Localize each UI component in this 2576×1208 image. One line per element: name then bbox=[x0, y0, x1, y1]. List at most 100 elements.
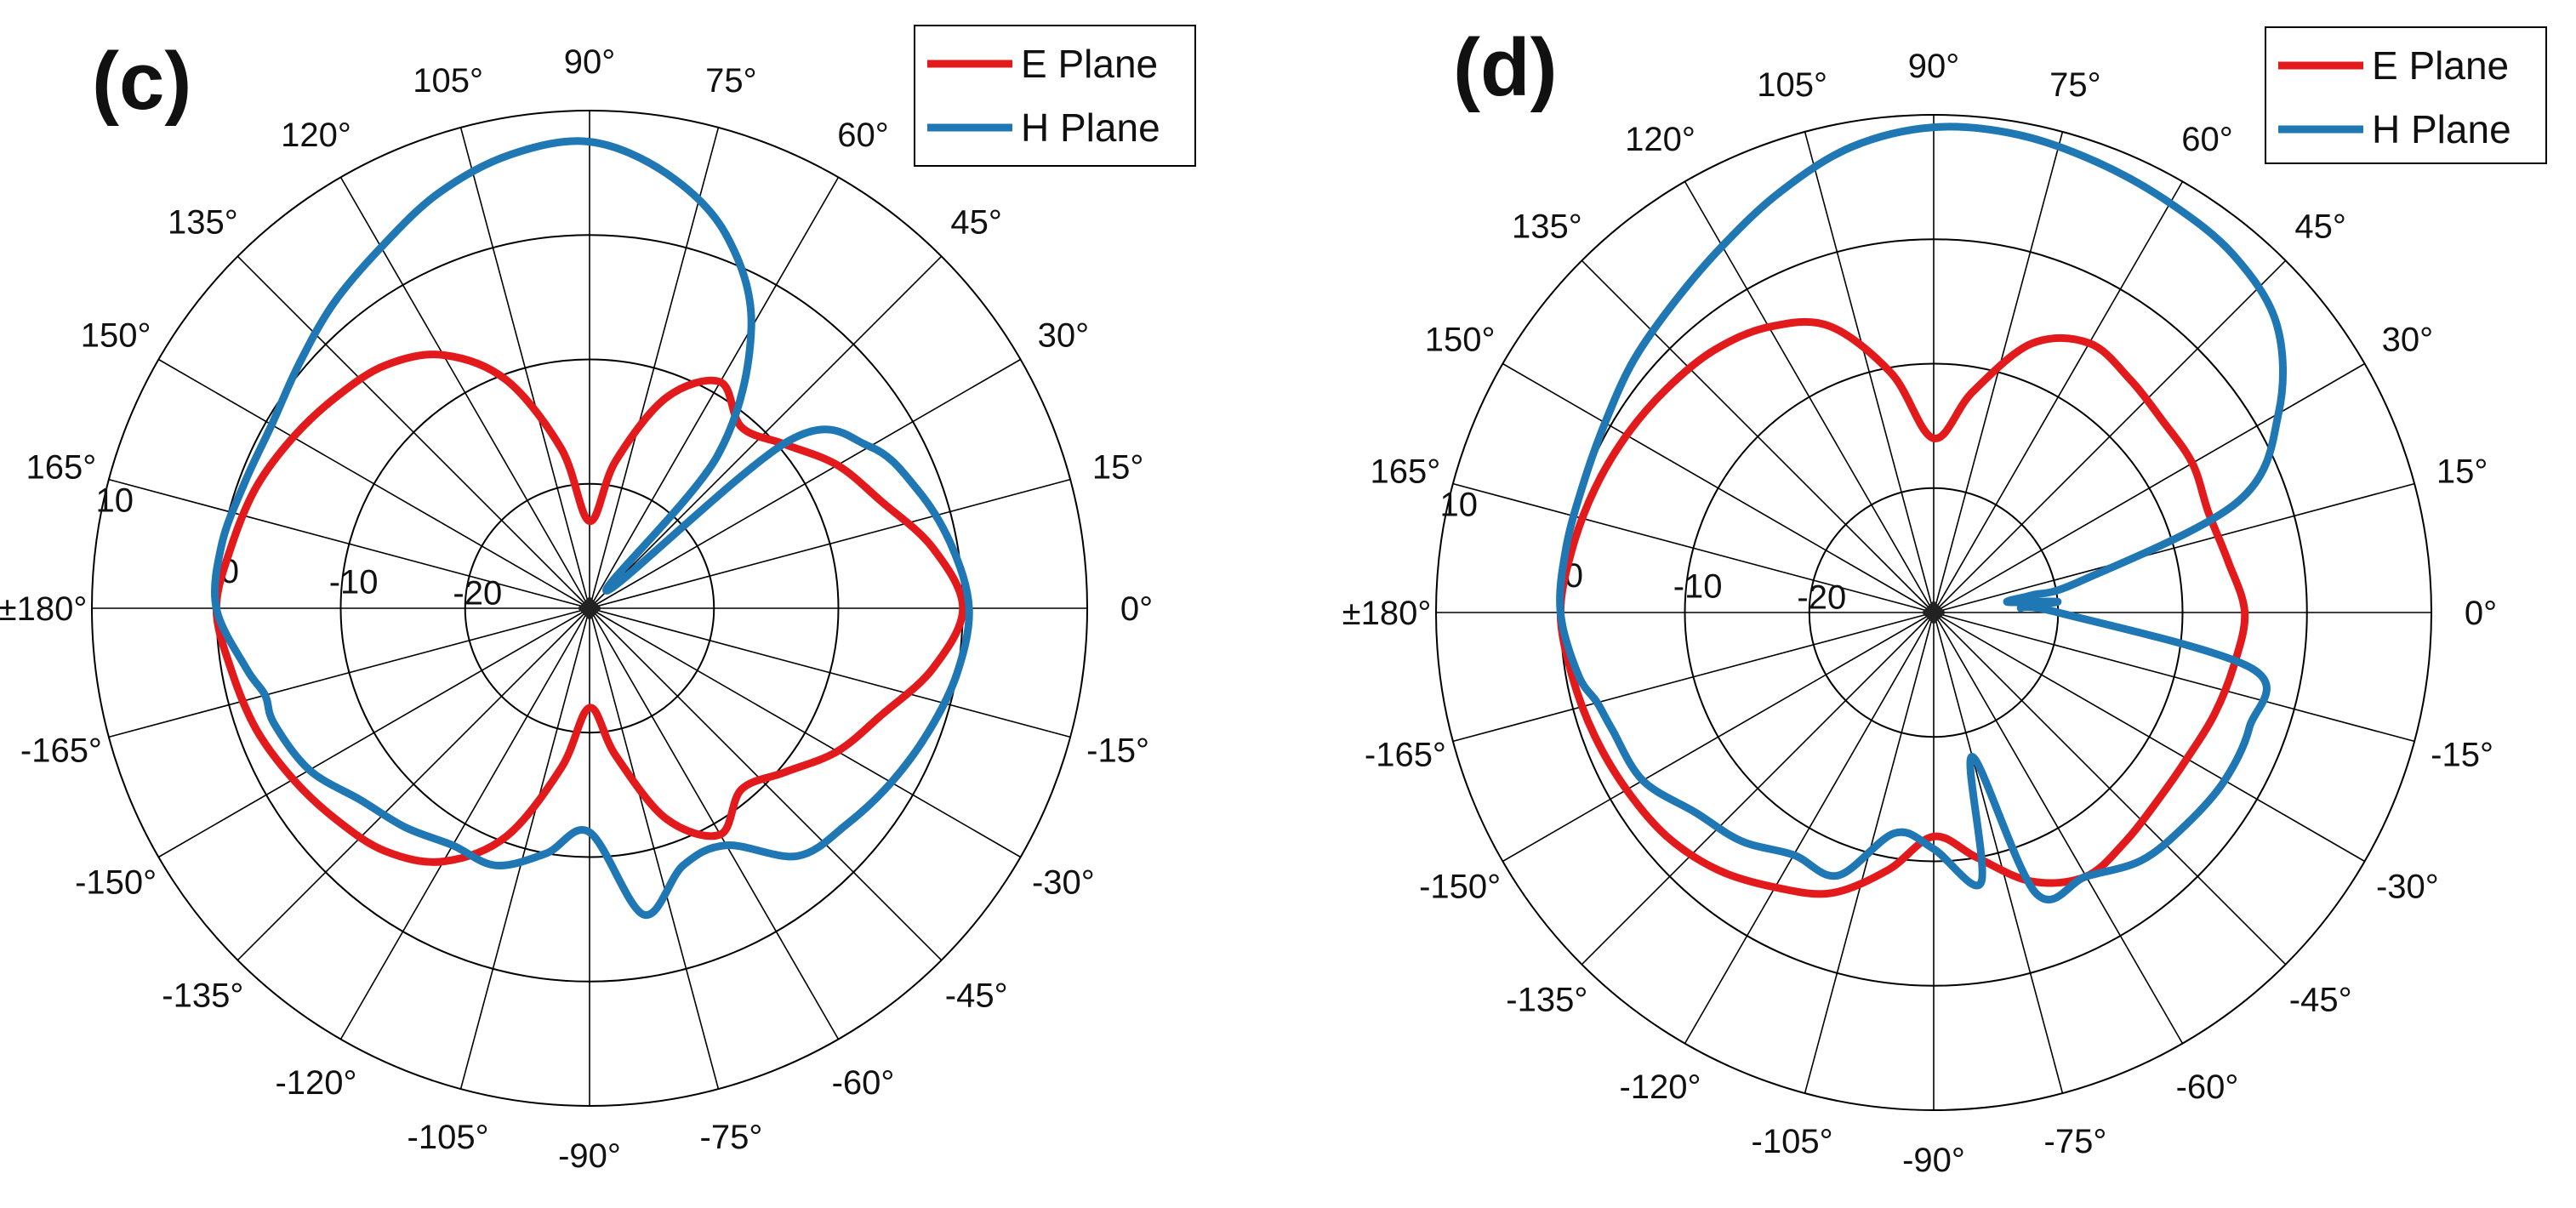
angular-grid-line bbox=[1804, 131, 1935, 613]
angle-tick-label: 45° bbox=[950, 203, 1002, 241]
angular-grid-line bbox=[1933, 612, 2287, 966]
angle-tick-label: -135° bbox=[1506, 982, 1587, 1019]
panel-label: (d) bbox=[1453, 22, 1558, 113]
angle-tick-label: 120° bbox=[281, 117, 351, 154]
legend-entry-label: H Plane bbox=[2372, 107, 2511, 151]
angular-grid-line bbox=[1502, 612, 1935, 863]
angular-grid-line bbox=[589, 607, 720, 1090]
angle-tick-label: -60° bbox=[2176, 1068, 2239, 1106]
angular-grid-line bbox=[589, 358, 1022, 609]
angular-grid-line bbox=[1933, 612, 2366, 863]
angle-tick-label: -165° bbox=[20, 732, 102, 769]
angle-tick-label: -150° bbox=[1419, 869, 1501, 906]
angular-grid-line bbox=[1502, 362, 1935, 613]
radial-tick-label: 10 bbox=[96, 481, 134, 519]
angular-grid-line bbox=[459, 127, 590, 609]
angle-tick-label: -90° bbox=[1902, 1142, 1965, 1179]
angular-grid-line bbox=[589, 255, 943, 609]
angular-grid-line bbox=[1933, 612, 2415, 743]
angular-grid-line bbox=[1933, 482, 2415, 613]
radial-tick-label: 10 bbox=[1440, 486, 1479, 523]
angle-tick-label: ±180° bbox=[1342, 595, 1432, 632]
radial-tick-label: -20 bbox=[453, 574, 502, 612]
angular-grid-line bbox=[1452, 482, 1935, 613]
angle-tick-label: 60° bbox=[837, 117, 889, 154]
angle-tick-label: 150° bbox=[81, 317, 151, 355]
angle-tick-label: -75° bbox=[2044, 1123, 2107, 1160]
angle-tick-label: -120° bbox=[275, 1064, 356, 1102]
angle-tick-label: -105° bbox=[407, 1119, 489, 1156]
angle-tick-label: 75° bbox=[705, 62, 757, 100]
angle-tick-label: -150° bbox=[75, 864, 157, 902]
angle-tick-label: 90° bbox=[564, 43, 616, 81]
angle-tick-label: -90° bbox=[558, 1137, 621, 1175]
angle-tick-label: 0° bbox=[2465, 595, 2497, 632]
legend-box bbox=[914, 25, 1196, 167]
angle-tick-label: 90° bbox=[1908, 48, 1960, 85]
legend-entry-label: E Plane bbox=[2372, 43, 2509, 88]
legend: E Plane H Plane bbox=[914, 25, 1196, 167]
legend-entry-label: H Plane bbox=[1021, 105, 1160, 150]
angle-tick-label: 105° bbox=[413, 62, 483, 100]
angle-tick-label: 135° bbox=[1512, 208, 1582, 245]
angle-tick-label: 15° bbox=[2436, 453, 2488, 491]
angle-tick-label: 15° bbox=[1092, 449, 1144, 487]
radial-tick-label: -10 bbox=[329, 564, 379, 601]
angle-tick-label: 30° bbox=[2382, 322, 2434, 359]
angle-tick-label: -30° bbox=[2376, 869, 2439, 906]
angle-tick-label: -30° bbox=[1032, 864, 1095, 902]
angular-grid-line bbox=[1933, 612, 2064, 1094]
angle-tick-label: 120° bbox=[1625, 121, 1695, 158]
angular-grid-line bbox=[1684, 180, 1935, 613]
angular-grid-line bbox=[237, 607, 590, 961]
angular-grid-line bbox=[339, 176, 590, 609]
series-line-h-plane bbox=[1556, 123, 2288, 903]
angular-grid-line bbox=[1581, 259, 1935, 613]
angular-grid-line bbox=[589, 607, 943, 961]
angular-grid-line bbox=[339, 607, 590, 1040]
angle-tick-label: 105° bbox=[1757, 66, 1827, 104]
angular-grid-line bbox=[1933, 259, 2287, 613]
angle-tick-label: -165° bbox=[1365, 736, 1446, 773]
angular-grid-line bbox=[589, 607, 1071, 738]
angular-grid-line bbox=[459, 607, 590, 1090]
angle-tick-label: 75° bbox=[2049, 66, 2101, 104]
angular-grid-line bbox=[108, 607, 590, 738]
angular-grid-line bbox=[1933, 362, 2366, 613]
angular-grid-line bbox=[157, 607, 590, 858]
angle-tick-label: -75° bbox=[700, 1119, 763, 1156]
angle-tick-label: 0° bbox=[1120, 590, 1153, 628]
angle-tick-label: -120° bbox=[1619, 1068, 1701, 1106]
angle-tick-label: -135° bbox=[162, 977, 243, 1015]
series-line-h-plane bbox=[211, 137, 973, 919]
angle-tick-label: -105° bbox=[1752, 1123, 1833, 1160]
angular-grid-line bbox=[237, 255, 590, 609]
angle-tick-label: -15° bbox=[1086, 732, 1149, 769]
angle-tick-label: 60° bbox=[2181, 121, 2233, 158]
polar-chart-d: 0° 15° 30° 45° 60° 75° 90° 105° 120° 135° 150° 165°… bbox=[1342, 22, 2547, 1179]
angle-tick-label: -15° bbox=[2431, 736, 2493, 773]
angular-grid-line bbox=[1933, 612, 2184, 1045]
angle-tick-label: 30° bbox=[1038, 317, 1090, 355]
angular-grid-line bbox=[1452, 612, 1935, 743]
angle-tick-label: 165° bbox=[1371, 453, 1441, 491]
legend-entry-label: E Plane bbox=[1021, 42, 1158, 86]
radial-tick-label: -20 bbox=[1797, 578, 1846, 616]
origin-marker bbox=[577, 595, 602, 621]
angular-grid-line bbox=[589, 607, 1022, 858]
angle-tick-label: 135° bbox=[168, 203, 238, 241]
legend-box bbox=[2265, 26, 2547, 164]
angle-tick-label: ±180° bbox=[0, 590, 87, 628]
angle-tick-label: 165° bbox=[26, 449, 97, 487]
angular-grid-line bbox=[1684, 612, 1935, 1045]
angle-tick-label: -45° bbox=[945, 977, 1008, 1015]
angle-tick-label: 45° bbox=[2294, 208, 2346, 245]
angle-tick-label: -60° bbox=[832, 1064, 895, 1102]
angle-tick-label: 150° bbox=[1425, 322, 1496, 359]
radial-tick-label: -10 bbox=[1673, 568, 1723, 606]
polar-chart-c: 0° 15° 30° 45° 60° 75° 90° 105° 120° 135° 150° 165°… bbox=[0, 25, 1196, 1175]
angular-grid-line bbox=[589, 607, 840, 1040]
panel-label: (c) bbox=[92, 36, 191, 127]
series-line-e-plane bbox=[1556, 317, 2249, 898]
angular-grid-line bbox=[589, 176, 840, 609]
